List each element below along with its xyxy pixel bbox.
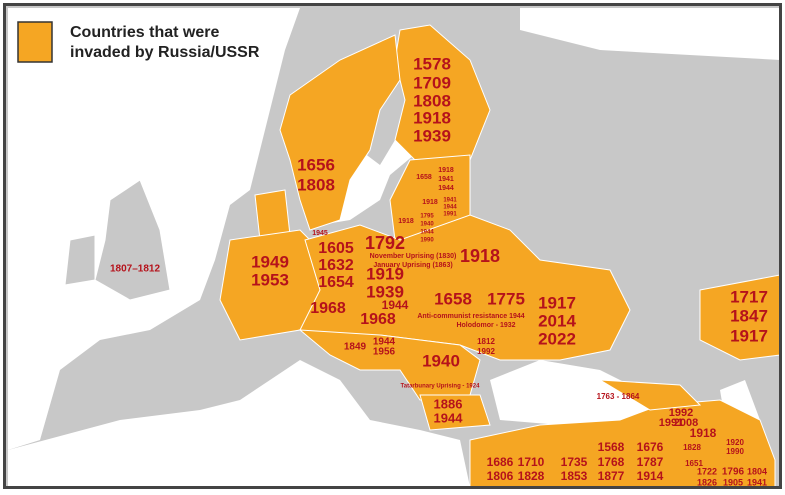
year-label: 1735: [561, 455, 588, 469]
year-label: 1849: [344, 342, 367, 353]
year-label: 1956: [373, 347, 396, 358]
year-label: 1918: [690, 426, 717, 440]
year-label: 1992: [477, 347, 495, 356]
year-label: January Uprising (1863): [373, 262, 452, 269]
frame: [3, 3, 782, 489]
year-label: 1651: [685, 459, 703, 468]
year-label: 1828: [518, 469, 545, 483]
year-label: 1941: [438, 176, 454, 183]
year-label: 2022: [538, 329, 576, 348]
year-label: 1578: [413, 54, 451, 73]
year-label: 1605: [318, 240, 354, 257]
year-label: 1940: [422, 351, 460, 370]
year-label: 1826: [697, 477, 717, 487]
year-label: Anti-communist resistance 1944: [417, 313, 524, 320]
year-label: 1953: [251, 270, 289, 289]
legend-text: invaded by Russia/USSR: [70, 44, 260, 61]
year-label: 2008: [674, 417, 698, 429]
year-label: Holodomor - 1932: [456, 322, 515, 329]
year-label: 1945: [312, 230, 328, 237]
year-label: 1808: [413, 91, 451, 110]
year-label: 1804: [747, 466, 767, 476]
year-label: 1944: [438, 185, 454, 192]
year-label: 1991: [443, 212, 457, 218]
year-label: 1656: [297, 155, 335, 174]
year-label: 1944: [443, 205, 457, 211]
year-label: 1918: [460, 246, 500, 266]
year-label: 1949: [251, 252, 289, 271]
year-label: 1917: [538, 293, 576, 312]
year-label: Tatarbunary Uprising - 1924: [401, 384, 481, 390]
year-label: 1795: [420, 214, 434, 220]
year-label: 1658: [434, 289, 472, 308]
year-label: 1918: [413, 108, 451, 127]
year-label: 1568: [598, 440, 625, 454]
year-label: 1939: [366, 282, 404, 301]
year-label: 1722: [697, 466, 717, 476]
legend-swatch: [17, 21, 53, 63]
legend-text: Countries that were: [70, 24, 219, 41]
year-label: 1917: [730, 326, 768, 345]
year-label: 1686: [487, 455, 514, 469]
year-label: 1914: [637, 469, 664, 483]
year-label: 1941: [747, 477, 767, 487]
year-label: 1990: [726, 447, 744, 456]
year-label: 1654: [318, 274, 354, 291]
year-label: 1806: [487, 469, 514, 483]
year-label: 1812: [477, 337, 495, 346]
invaded-countries: [219, 24, 781, 488]
year-label: 1877: [598, 469, 625, 483]
year-label: 1920: [726, 438, 744, 447]
year-label: 1918: [398, 218, 414, 225]
year-label: 1918: [438, 167, 454, 174]
year-label: 1944: [420, 230, 434, 236]
year-label: 1944: [373, 337, 396, 348]
year-label: 1709: [413, 73, 451, 92]
year-label: 1792: [365, 233, 405, 253]
year-label: 1939: [413, 126, 451, 145]
year-label: 1787: [637, 455, 664, 469]
year-label: 1632: [318, 257, 354, 274]
year-label: 2014: [538, 311, 576, 330]
year-label: 1808: [297, 175, 335, 194]
year-label: 1796: [722, 467, 745, 478]
year-label: 1768: [598, 455, 625, 469]
year-label: 1941: [443, 198, 457, 204]
year-label: 1710: [518, 455, 545, 469]
year-label: 1828: [683, 443, 701, 452]
year-label: 1990: [420, 238, 434, 244]
year-label: 1944: [382, 298, 409, 312]
year-label: 1763 - 1864: [597, 392, 640, 401]
year-label: 1968: [360, 311, 396, 328]
year-label: 1992: [669, 407, 693, 419]
year-label: 1940: [420, 222, 434, 228]
year-label: 1775: [487, 289, 525, 308]
year-label: 1968: [310, 300, 346, 317]
year-label: 1847: [730, 306, 768, 325]
year-label: 1905: [723, 477, 743, 487]
year-label: 1717: [730, 287, 768, 306]
year-label: 1991: [659, 417, 683, 429]
year-label: 1944: [434, 410, 464, 425]
year-label: 1676: [637, 440, 664, 454]
year-label: 1807–1812: [110, 264, 160, 275]
year-label: 1918: [422, 199, 438, 206]
year-label: 1919: [366, 264, 404, 283]
year-label: 1658: [416, 174, 432, 181]
year-label: 1853: [561, 469, 588, 483]
islands: [64, 179, 171, 301]
year-label: November Uprising (1830): [370, 253, 457, 260]
year-label: 1886: [434, 396, 463, 411]
